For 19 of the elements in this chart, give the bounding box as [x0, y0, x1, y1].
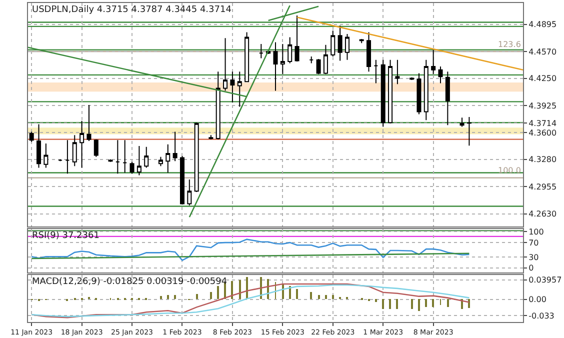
chart-title: MACD(12,26,9) -0.01825 0.00319 -0.00594: [32, 277, 228, 287]
y-tick-label: -0.033: [528, 311, 554, 320]
y-tick-label: 4.3600: [528, 128, 557, 138]
y-tick-label: 4.2955: [528, 182, 557, 192]
y-tick-label: 4.4895: [528, 20, 557, 30]
y-tick-label: 70: [528, 238, 539, 248]
y-tick-label: 4.3280: [528, 155, 557, 164]
y-tick-label: 0.00: [528, 295, 546, 304]
y-tick-label: 30: [528, 252, 539, 262]
y-tick-label: 4.4250: [528, 74, 557, 84]
y-tick-label: 0: [528, 264, 534, 273]
y-tick-label: 0.03957: [528, 276, 562, 285]
y-tick-label: 4.3714: [528, 118, 557, 128]
annotation: 123.6: [498, 40, 521, 49]
y-tick-label: 4.2630: [528, 210, 557, 219]
y-tick-label: 4.4570: [528, 47, 557, 56]
y-tick-label: 4.3925: [528, 101, 557, 110]
y-tick-label: 100: [528, 228, 544, 237]
chart-title: USDPLN,Daily 4.3715 4.3787 4.3445 4.3714: [32, 5, 232, 15]
